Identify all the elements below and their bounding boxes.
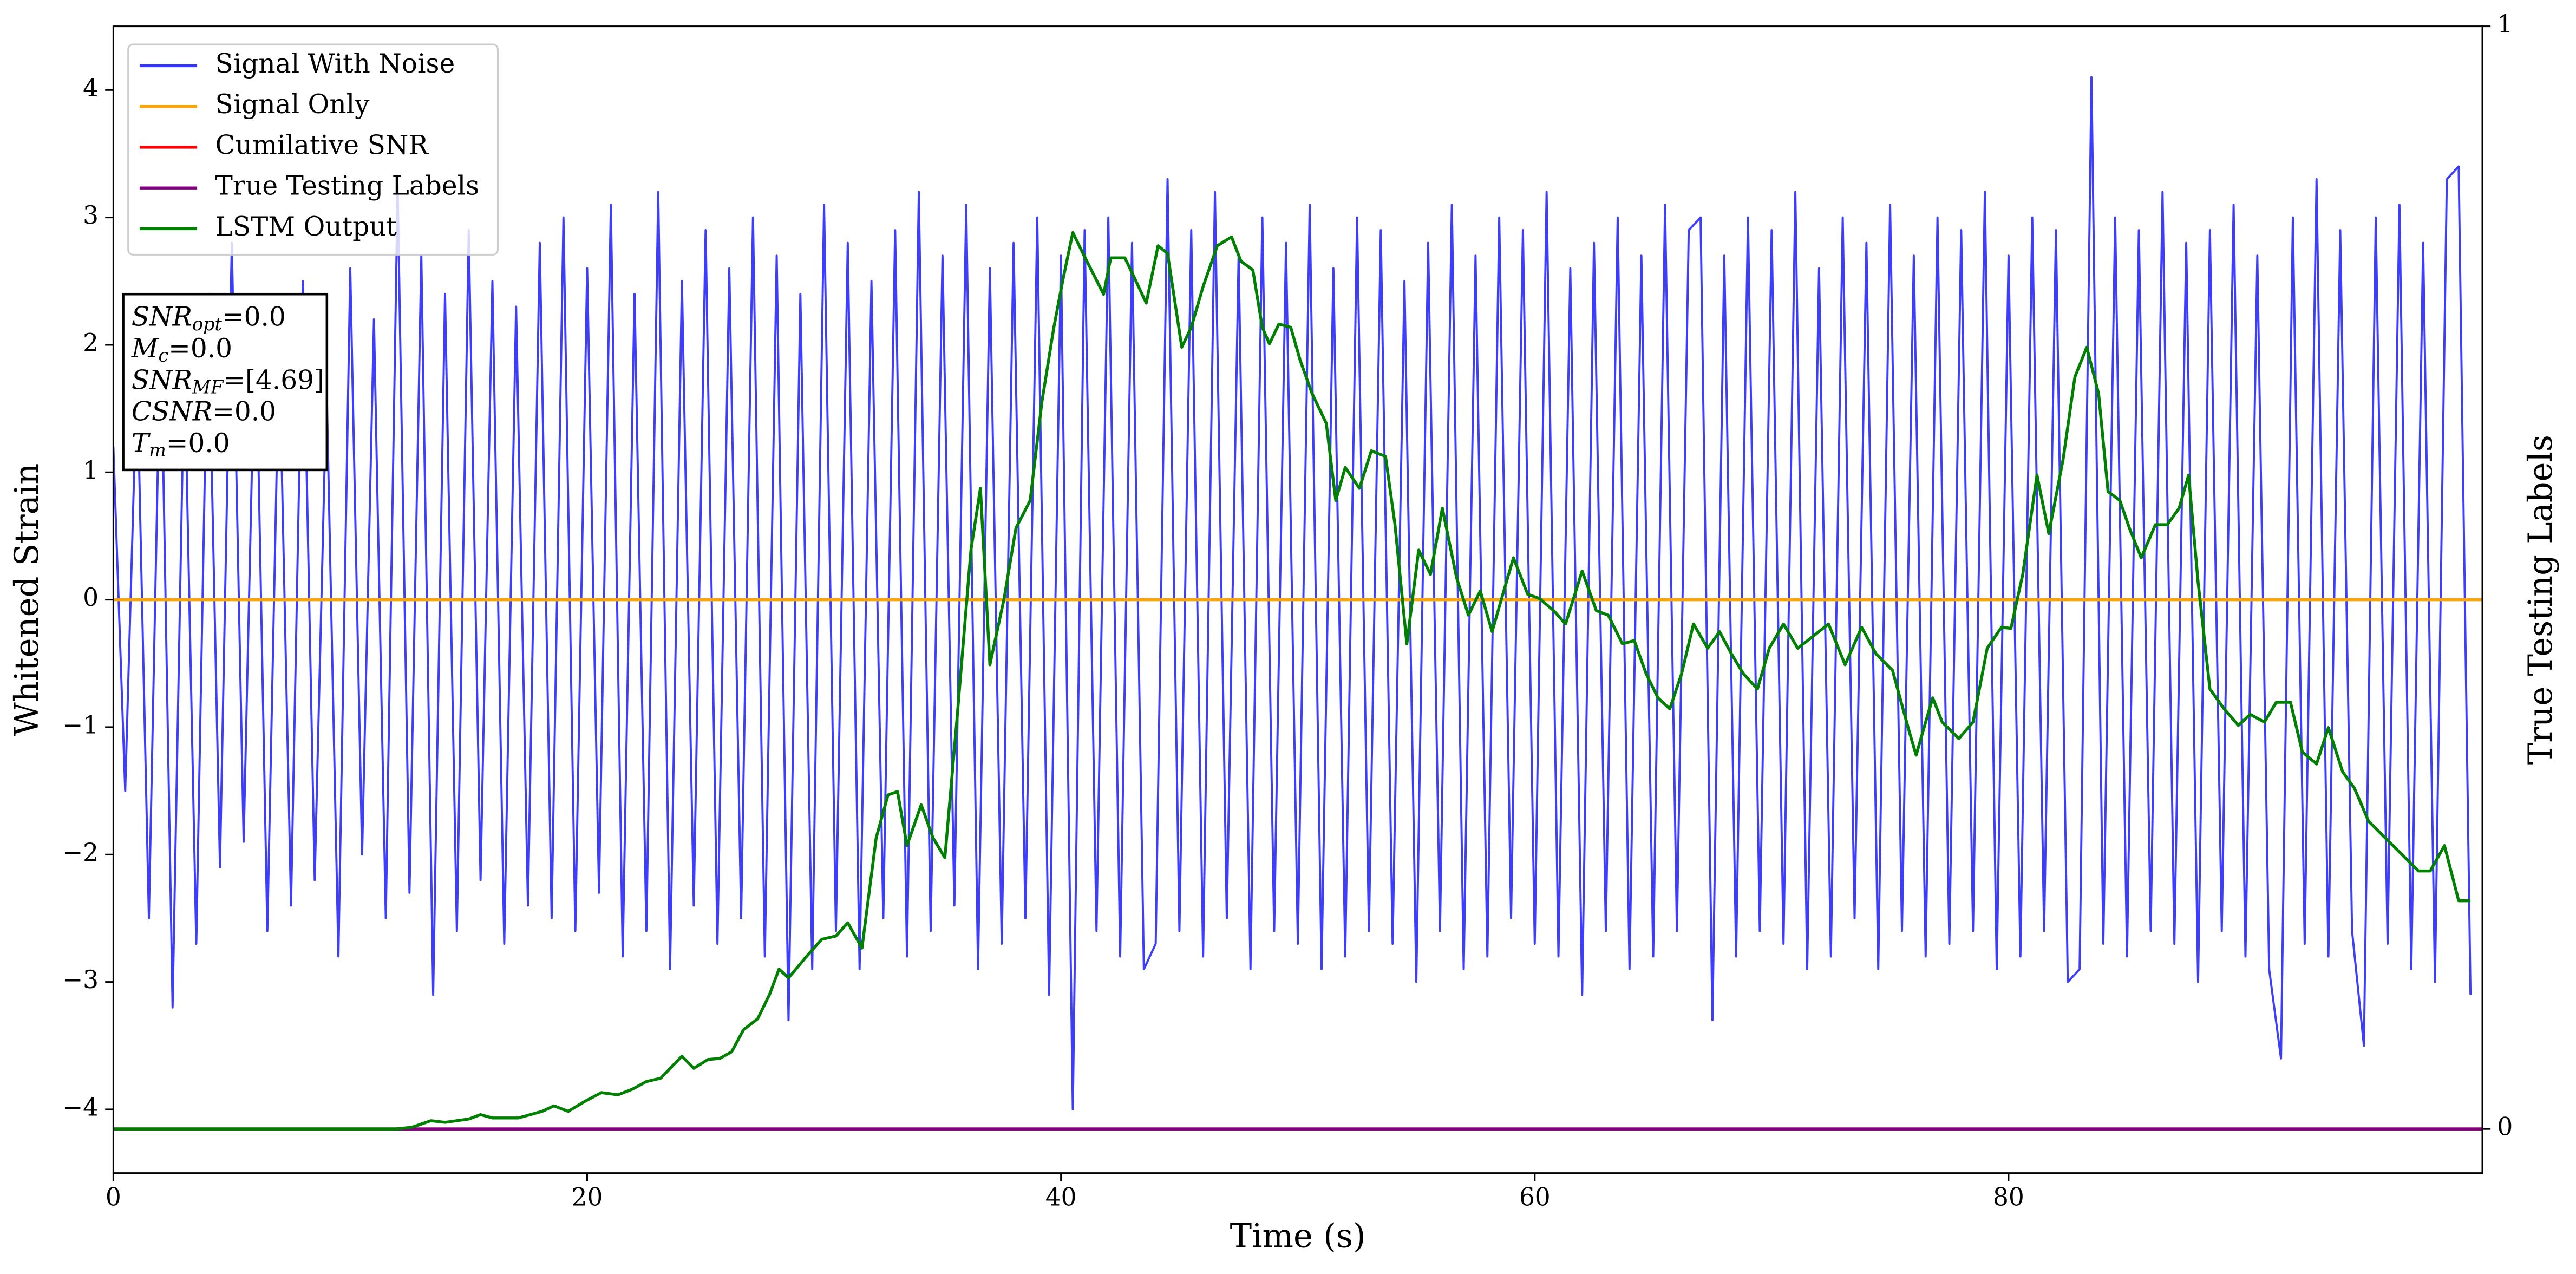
annotation-subscript: MF [192,376,224,397]
x-tick-label: 20 [572,1183,603,1212]
y-tick-label: 3 [83,201,99,230]
y-tick-label: 4 [83,74,99,102]
series-line [113,76,2472,1110]
x-axis-label: Time (s) [1230,1218,1366,1256]
y-axis-label: Whitened Strain [8,463,46,736]
legend-label: True Testing Labels [215,171,480,201]
annotation-value: =[4.69] [223,365,324,395]
y-tick-label: −4 [62,1093,99,1121]
x-tick-label: 40 [1045,1183,1077,1212]
y-tick-label: 2 [83,328,99,357]
x-tick-label: 0 [106,1183,121,1212]
y2-tick-label: 1 [2497,10,2513,38]
legend-label: Cumilative SNR [215,130,429,160]
legend-label: Signal With Noise [215,49,455,79]
annotation-line: Tm=0.0 [132,428,230,461]
annotation-value: =0.0 [168,333,232,363]
y-tick-label: −1 [62,710,99,739]
annotation-symbol: T [132,428,151,458]
annotation-line: CSNR=0.0 [132,396,276,427]
y-tick-label: 0 [83,583,99,612]
legend: Signal With Noise Signal Only Cumilative S… [127,43,499,256]
annotation-value: =0.0 [212,396,276,427]
annotation-symbol: CSNR [132,396,212,427]
annotation-box [122,292,329,472]
annotation-subscript: m [149,440,166,461]
annotation-line: Mc=0.0 [131,333,232,366]
annotation-subscript: c [158,345,168,366]
plot-area [113,76,2483,1131]
annotation-value: =0.0 [166,428,230,458]
legend-box [127,43,499,256]
annotation-value: =0.0 [222,302,286,332]
series-line [113,231,2471,1131]
annotation-symbol: SNR [132,302,192,332]
y-tick-label: 1 [83,456,99,485]
annotation-symbol: SNR [132,365,192,395]
x-tick-label: 80 [1993,1183,2024,1212]
annotation-symbol: M [131,333,159,363]
y2-axis-label: True Testing Labels [2522,435,2560,765]
y-tick-label: −3 [62,965,99,994]
y-tick-label: −2 [62,838,99,867]
annotation-subscript: opt [192,313,222,335]
legend-label: Signal Only [215,89,370,120]
legend-label: LSTM Output [215,212,397,242]
annotation-line: SNRopt=0.0 [132,302,286,335]
annotation-line: SNRMF=[4.69] [132,365,324,398]
annotation: SNRopt=0.0Mc=0.0SNRMF=[4.69]CSNR=0.0Tm=0… [122,292,329,472]
x-tick-label: 60 [1519,1183,1551,1212]
y2-tick-label: 0 [2497,1113,2513,1141]
